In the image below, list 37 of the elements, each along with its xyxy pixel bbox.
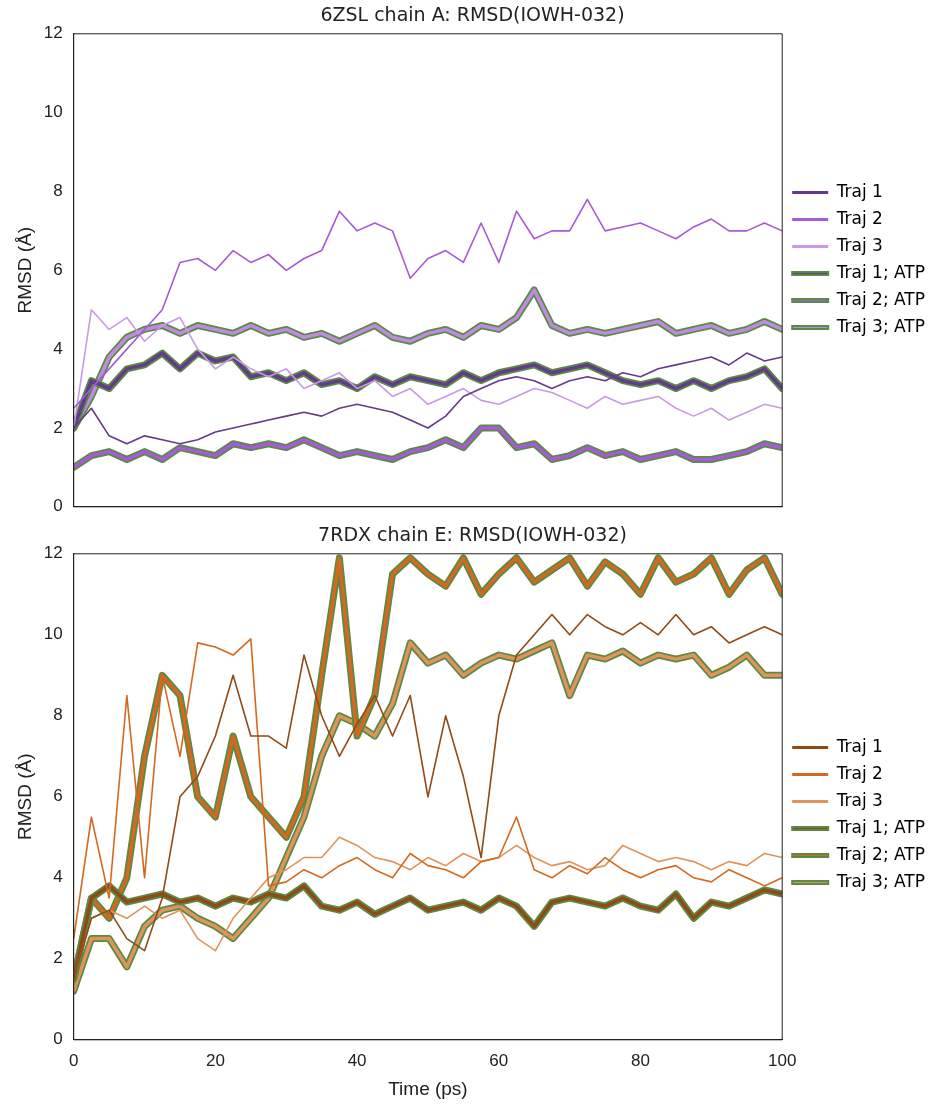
legend-label: Traj 3; ATP (835, 870, 925, 891)
y-tick-label: 10 (43, 624, 63, 644)
y-tick-label: 12 (43, 23, 63, 43)
y-tick-label: 0 (53, 1029, 63, 1049)
legend-label: Traj 1; ATP (835, 261, 925, 282)
legend-label: Traj 1 (835, 735, 883, 756)
y-tick-label: 10 (43, 102, 63, 122)
legend-label: Traj 1; ATP (835, 816, 925, 837)
y-tick-label: 6 (53, 259, 63, 279)
y-tick-label: 8 (53, 181, 63, 201)
x-tick-label: 40 (347, 1050, 367, 1070)
legend-label: Traj 1 (835, 180, 883, 201)
legend-label: Traj 2 (835, 207, 883, 228)
y-axis-title: RMSD (Å) (13, 227, 35, 314)
chart-title: 6ZSL chain A: RMSD(IOWH-032) (320, 3, 625, 26)
y-tick-label: 2 (53, 417, 63, 437)
y-axis-title: RMSD (Å) (13, 753, 35, 841)
legend-label: Traj 2 (835, 762, 883, 783)
y-tick-label: 2 (53, 948, 63, 968)
x-axis-title: Time (ps) (388, 1077, 468, 1099)
y-tick-label: 0 (53, 496, 63, 516)
legend-label: Traj 2; ATP (835, 843, 925, 864)
x-tick-label: 80 (631, 1050, 650, 1070)
x-tick-label: 60 (489, 1050, 509, 1070)
y-tick-label: 6 (53, 786, 63, 806)
legend-label: Traj 2; ATP (835, 288, 925, 309)
x-tick-label: 20 (205, 1050, 225, 1070)
y-tick-label: 4 (53, 338, 63, 358)
y-tick-label: 12 (43, 543, 63, 563)
legend-label: Traj 3; ATP (835, 315, 925, 336)
y-tick-label: 8 (53, 705, 63, 725)
x-tick-label: 100 (768, 1050, 797, 1070)
legend-label: Traj 3 (835, 789, 883, 810)
chart-title: 7RDX chain E: RMSD(IOWH-032) (318, 523, 627, 546)
legend-label: Traj 3 (835, 234, 883, 255)
y-tick-label: 4 (53, 867, 63, 887)
x-tick-label: 0 (68, 1050, 79, 1070)
